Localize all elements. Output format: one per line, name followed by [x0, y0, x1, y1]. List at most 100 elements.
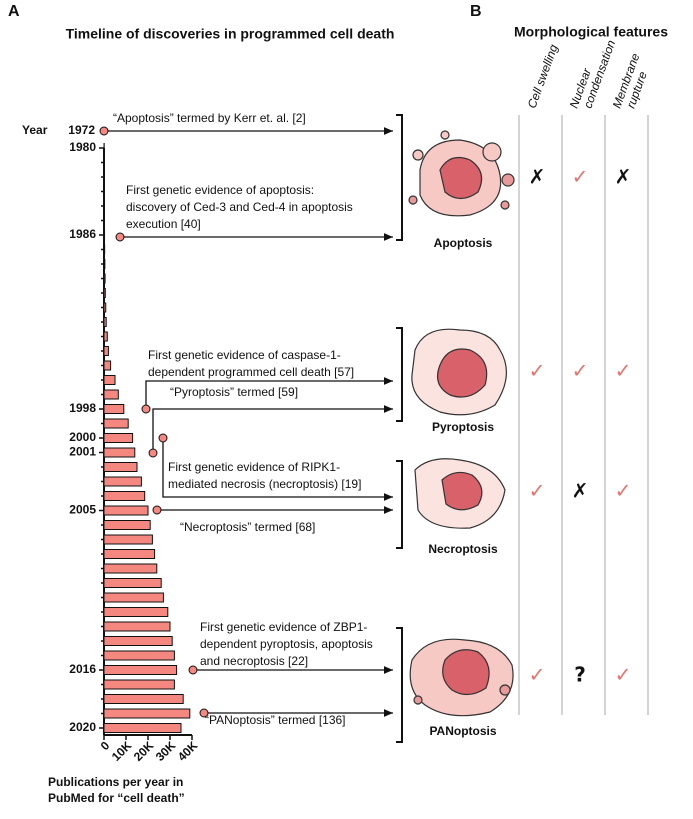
bar — [103, 302, 107, 313]
timeline-dot — [152, 505, 162, 515]
bar — [103, 520, 151, 530]
timeline-arrow — [152, 405, 393, 453]
table-dividers — [518, 115, 649, 715]
bar — [103, 505, 149, 516]
bar — [103, 650, 175, 661]
feature-mark: ? — [574, 663, 586, 687]
event-text: dependent programmed cell death [57] — [148, 365, 354, 379]
bar — [103, 433, 134, 443]
bar — [103, 679, 175, 690]
x-tick-label: 0 — [98, 738, 113, 753]
bar — [103, 621, 171, 632]
bar — [103, 288, 106, 298]
y-tick-label: 2000 — [69, 430, 96, 444]
x-axis-label: Publications per year in — [48, 775, 183, 789]
feature-mark: ✗ — [572, 479, 589, 503]
timeline-dot — [188, 665, 198, 675]
bar — [103, 563, 158, 574]
bar — [103, 636, 173, 646]
feature-mark: ✗ — [615, 165, 632, 189]
feature-mark: ✓ — [615, 359, 632, 383]
row-label: Pyroptosis — [432, 420, 494, 434]
feature-mark: ✓ — [572, 359, 589, 383]
bar — [103, 694, 184, 704]
feature-mark: ✓ — [572, 165, 589, 189]
bar — [103, 665, 178, 675]
bar — [103, 389, 119, 400]
year-label: Year — [22, 123, 48, 137]
timeline-dot — [115, 232, 125, 242]
event-text: and necroptosis [22] — [200, 654, 308, 668]
bar — [103, 259, 106, 269]
y-tick-label: 1998 — [69, 401, 96, 415]
bar — [103, 375, 116, 385]
row-label: Necroptosis — [428, 542, 498, 556]
timeline-dot — [148, 448, 158, 458]
event-text: First genetic evidence of RIPK1- — [168, 460, 340, 474]
panel-letter: B — [470, 3, 482, 20]
bar — [103, 476, 142, 487]
event-text: First genetic evidence of ZBP1- — [200, 620, 367, 634]
event-text: execution [40] — [126, 217, 201, 231]
bar — [103, 534, 153, 545]
feature-mark: ✓ — [615, 479, 632, 503]
event-text: “Necroptosis” termed [68] — [180, 520, 315, 534]
panel-title: Timeline of discoveries in programmed ce… — [66, 26, 395, 42]
feature-mark: ✓ — [529, 663, 546, 687]
y-tick-label: 2016 — [69, 662, 96, 676]
panel-title: Morphological features — [514, 24, 668, 40]
bar — [103, 418, 129, 429]
bar — [103, 317, 107, 327]
event-text: dependent pyroptosis, apoptosis — [200, 637, 373, 651]
timeline-dot — [141, 404, 151, 414]
x-tick-label: 40K — [175, 738, 201, 764]
bar — [103, 491, 146, 501]
bar — [103, 273, 106, 284]
feature-mark: ✓ — [529, 479, 546, 503]
bar — [103, 708, 191, 719]
event-text: “Apoptosis” termed by Kerr et. al. [2] — [113, 111, 306, 125]
bar — [103, 723, 182, 733]
feature-mark: ✓ — [529, 359, 546, 383]
timeline-dot — [158, 433, 168, 443]
event-text: “Pyroptosis” termed [59] — [170, 385, 298, 399]
timeline-arrow — [145, 377, 393, 409]
feature-mark: ✗ — [529, 165, 546, 189]
bar — [103, 331, 108, 342]
panel-letter: A — [8, 3, 20, 20]
x-tick-label: 20K — [131, 738, 157, 764]
event-year: 1972 — [68, 123, 95, 137]
bar — [103, 592, 164, 603]
brackets — [396, 114, 403, 743]
bar — [103, 447, 136, 458]
feature-mark: ✓ — [615, 663, 632, 687]
bar — [103, 404, 125, 414]
timeline-arrow — [162, 438, 393, 501]
event-text: discovery of Ced-3 and Ced-4 in apoptosi… — [126, 200, 353, 214]
bar — [103, 549, 156, 559]
cell-illustrations — [408, 130, 515, 717]
x-tick-label: 30K — [153, 738, 179, 764]
timeline-dot — [99, 126, 109, 136]
bar — [103, 360, 112, 371]
event-text: “PANoptosis” termed [136] — [205, 713, 346, 727]
event-text: First genetic evidence of apoptosis: — [126, 183, 314, 197]
y-tick-label: 1986 — [69, 227, 96, 241]
bar — [103, 244, 106, 255]
bar — [103, 230, 106, 240]
event-text: First genetic evidence of caspase-1- — [148, 348, 341, 362]
row-label: PANoptosis — [429, 724, 496, 738]
event-text: mediated necrosis (necroptosis) [19] — [168, 477, 361, 491]
x-tick-label: 10K — [109, 738, 135, 764]
column-header: Cell swelling — [525, 42, 561, 110]
y-tick-label: 2005 — [69, 503, 96, 517]
y-tick-label: 1980 — [69, 140, 96, 154]
bar — [103, 607, 169, 617]
bar — [103, 462, 138, 472]
row-label: Apoptosis — [434, 236, 493, 250]
bar — [103, 346, 109, 356]
x-axis-label: PubMed for “cell death” — [48, 791, 185, 805]
bar — [103, 578, 162, 588]
y-tick-label: 2020 — [69, 720, 96, 734]
